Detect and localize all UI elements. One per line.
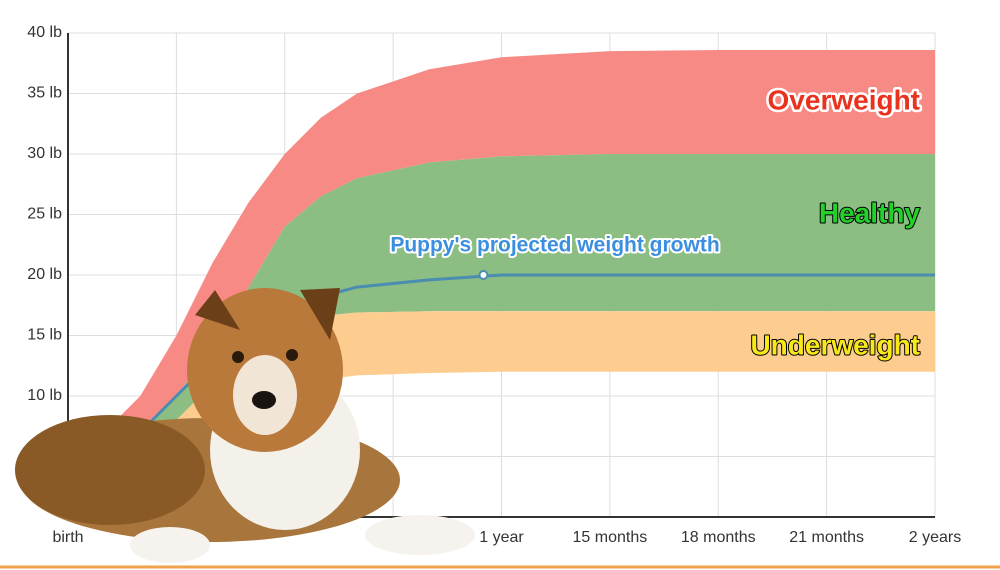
x-tick-label: 18 months [681, 529, 756, 546]
band [68, 154, 935, 493]
puppy-photo [15, 288, 475, 563]
x-tick-label: 21 months [789, 529, 864, 546]
line-label: Puppy's projected weight growth [390, 234, 719, 257]
y-tick-label: 40 lb [27, 24, 62, 41]
y-tick-label: 10 lb [27, 387, 62, 404]
y-tick-label: 20 lb [27, 266, 62, 283]
band-label: Healthy [819, 197, 921, 228]
x-tick-label: 1 year [479, 529, 524, 546]
x-tick-label: 2 years [909, 529, 961, 546]
growth-marker [478, 270, 489, 280]
y-tick-label: 15 lb [27, 327, 62, 344]
band-label: Underweight [750, 329, 920, 360]
x-tick-label: birth [52, 529, 83, 546]
x-tick-label: 15 months [573, 529, 648, 546]
y-tick-label: 30 lb [27, 145, 62, 162]
band-label: Overweight [768, 84, 920, 115]
y-tick-label: 35 lb [27, 85, 62, 102]
y-tick-label: 25 lb [27, 206, 62, 223]
band [68, 49, 935, 481]
